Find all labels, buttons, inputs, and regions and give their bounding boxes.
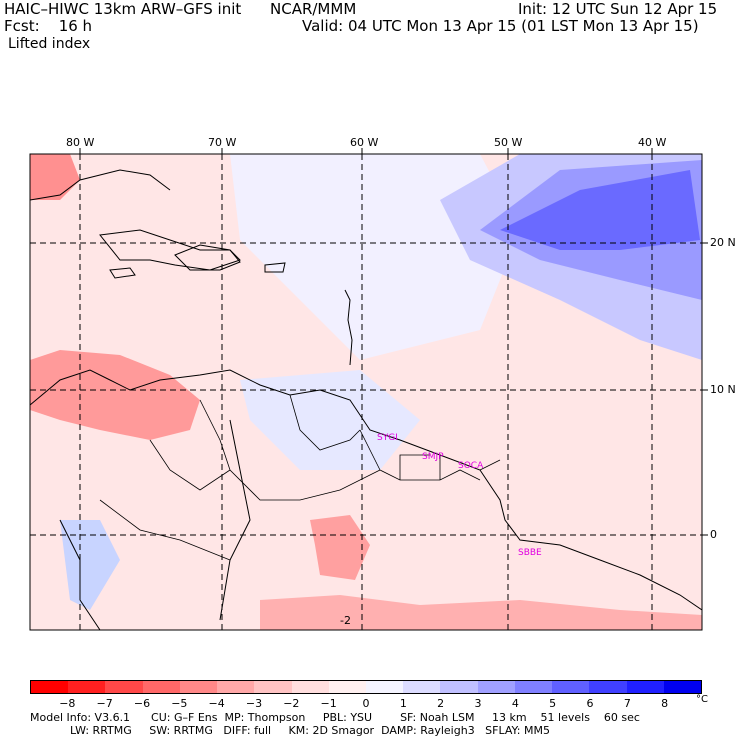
lat-label-0: 0 — [710, 528, 717, 541]
org-name: NCAR/MMM — [270, 0, 357, 18]
unstable-region-amazon — [310, 515, 370, 580]
colorbar-swatch — [31, 681, 69, 693]
colorbar-unit: °C — [696, 694, 708, 705]
station-soca: SOCA — [458, 461, 484, 471]
colorbar-tick-label: −2 — [283, 697, 300, 710]
station-sbbe: SBBE — [518, 548, 542, 558]
lon-label-60w: 60 W — [350, 136, 379, 149]
colorbar-tick-label: 5 — [549, 697, 557, 710]
colorbar-swatch — [179, 681, 218, 693]
colorbar — [30, 680, 702, 694]
contour-label: -2 — [340, 614, 351, 627]
forecast-hour: Fcst: 16 h — [4, 17, 93, 35]
colorbar-swatch — [477, 681, 515, 693]
unstable-region-central-america — [30, 350, 200, 440]
colorbar-tick-label: −4 — [208, 697, 225, 710]
colorbar-swatch — [552, 681, 590, 693]
stable-region-amazon-north — [240, 370, 420, 470]
colorbar-swatch — [142, 681, 180, 693]
colorbar-swatch — [365, 681, 404, 693]
colorbar-tick-label: 8 — [661, 697, 669, 710]
colorbar-tick-label: −5 — [171, 697, 188, 710]
model-info-line1: Model Info: V3.6.1 CU: G–F Ens MP: Thomp… — [30, 711, 640, 724]
colorbar-tick-label: 2 — [437, 697, 445, 710]
init-time: Init: 12 UTC Sun 12 Apr 15 — [518, 0, 718, 18]
axis-ticks — [79, 148, 708, 536]
colorbar-tick-label: −8 — [59, 697, 76, 710]
unstable-region-gulf — [30, 154, 80, 200]
colorbar-swatch — [105, 681, 143, 693]
colorbar-tick-label: 4 — [511, 697, 519, 710]
colorbar-tick-label: −1 — [320, 697, 337, 710]
colorbar-swatch — [663, 681, 701, 693]
colorbar-swatch — [328, 681, 366, 693]
colorbar-tick-label: 0 — [362, 697, 370, 710]
map-frame — [29, 153, 703, 631]
colorbar-tick-label: 3 — [474, 697, 482, 710]
stable-max-atlantic — [500, 170, 700, 250]
unstable-region-south — [260, 595, 702, 630]
model-info-line2: LW: RRTMG SW: RRTMG DIFF: full KM: 2D Sm… — [70, 724, 550, 737]
colorbar-tick-label: 1 — [399, 697, 407, 710]
colorbar-swatch — [589, 681, 627, 693]
colorbar-tick-label: −7 — [96, 697, 113, 710]
colorbar-swatch — [626, 681, 664, 693]
stable-region-andes — [60, 520, 120, 610]
lat-label-10n: 10 N — [710, 383, 736, 396]
colorbar-tick-label: 6 — [586, 697, 594, 710]
model-title: HAIC–HIWC 13km ARW–GFS init — [4, 0, 242, 18]
colorbar-tick-label: 7 — [623, 697, 631, 710]
colorbar-swatch — [403, 681, 441, 693]
colorbar-swatch — [440, 681, 478, 693]
colorbar-swatch — [514, 681, 553, 693]
graticule — [30, 154, 702, 630]
colorbar-swatch — [68, 681, 106, 693]
lon-label-70w: 70 W — [208, 136, 237, 149]
station-sygi: SYGI — [377, 433, 398, 443]
colorbar-swatch — [291, 681, 329, 693]
lon-label-40w: 40 W — [638, 136, 667, 149]
lon-label-80w: 80 W — [66, 136, 95, 149]
station-smjp: SMJP — [422, 452, 444, 462]
valid-time: Valid: 04 UTC Mon 13 Apr 15 (01 LST Mon … — [302, 17, 699, 35]
lon-label-50w: 50 W — [494, 136, 523, 149]
lat-label-20n: 20 N — [710, 236, 736, 249]
colorbar-swatch — [217, 681, 255, 693]
field-name: Lifted index — [8, 36, 91, 52]
colorbar-swatch — [254, 681, 292, 693]
colorbar-tick-label: −6 — [133, 697, 151, 710]
colorbar-tick-label: −3 — [245, 697, 263, 710]
